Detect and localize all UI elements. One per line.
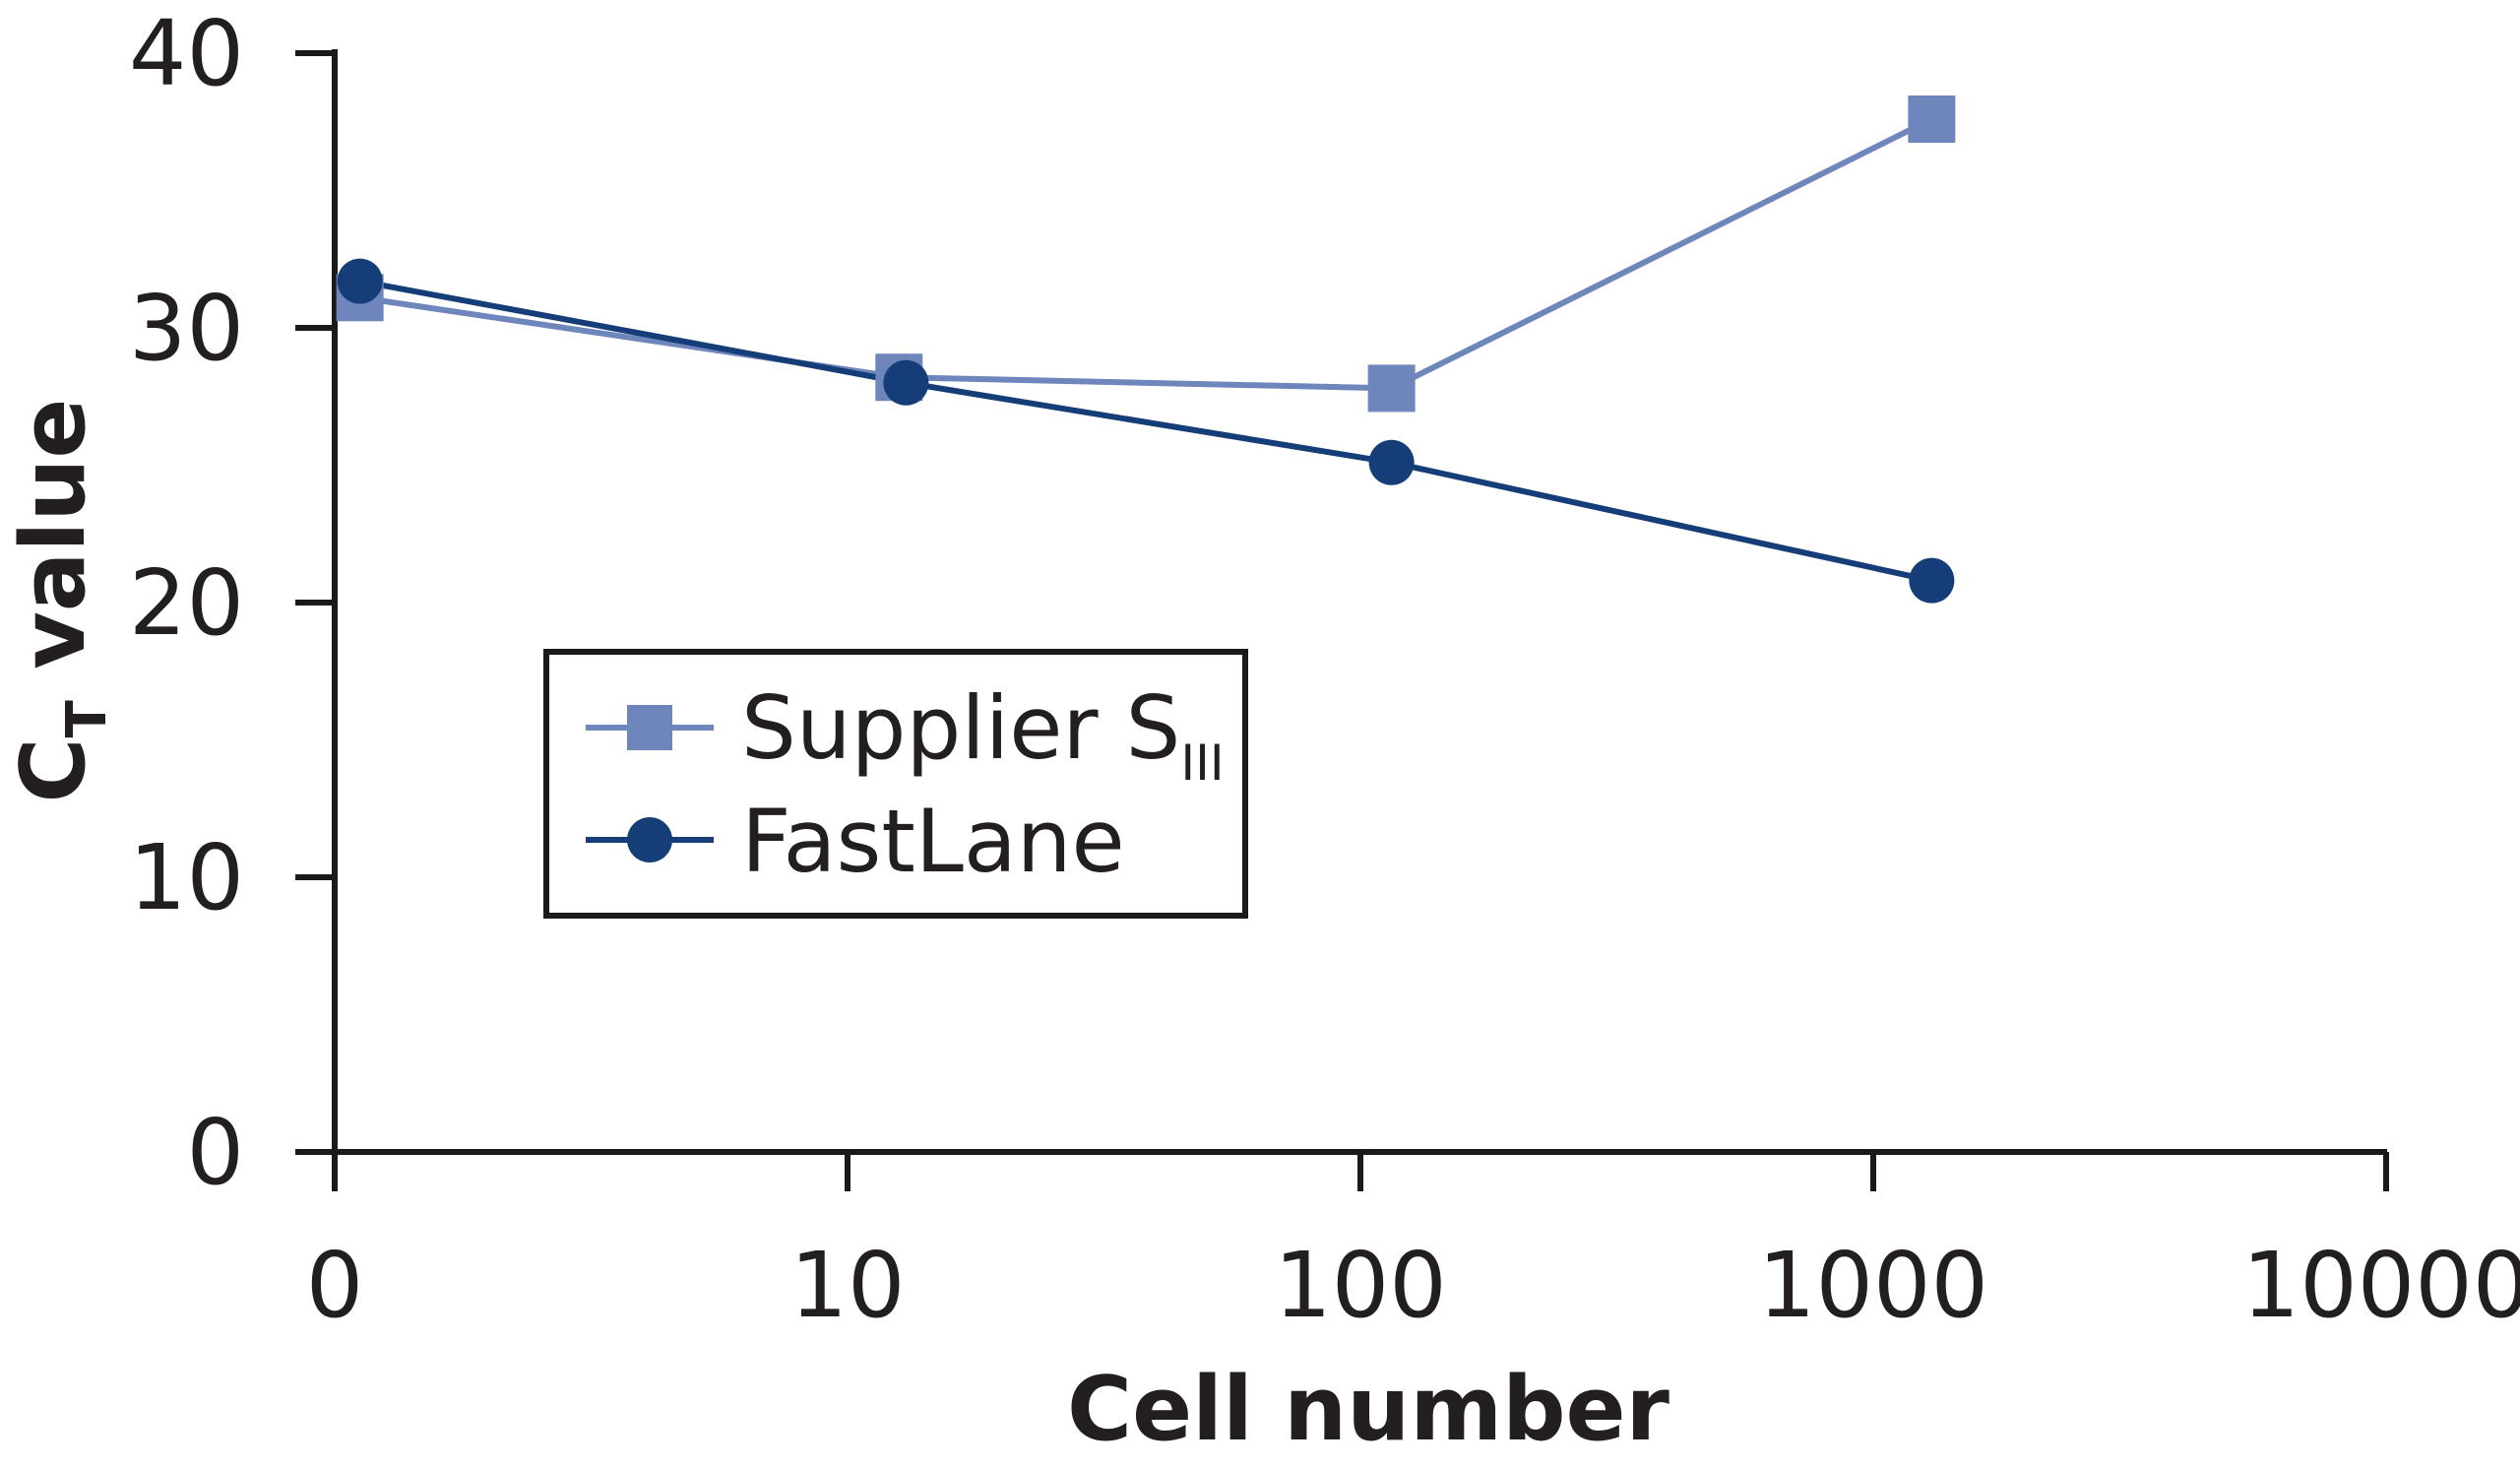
fastlane-data-point <box>1909 557 1955 604</box>
series-markers <box>336 95 1956 604</box>
legend: Supplier SIII FastLane <box>543 649 1248 919</box>
series-line-fastlane <box>359 278 1933 584</box>
y-axis-title-main: C <box>2 737 105 802</box>
series-lines <box>359 116 1933 584</box>
series-line-supplier <box>359 116 1933 392</box>
y-axis-title: CT value <box>2 399 119 803</box>
y-axis-title-text: CT value <box>2 399 119 803</box>
fastlane-data-point <box>1368 439 1415 485</box>
fastlane-data-point <box>337 258 383 304</box>
y-axis-title-sub: T <box>55 700 119 737</box>
legend-item-fastlane: FastLane <box>586 791 1125 892</box>
x-tick-label: 1000 <box>1758 1233 1988 1338</box>
legend-label-supplier-sub: III <box>1180 734 1224 792</box>
y-tick-label: 20 <box>129 550 244 656</box>
legend-square-marker-icon <box>627 705 672 750</box>
legend-label-supplier: Supplier SIII <box>741 677 1225 792</box>
legend-circle-marker-icon <box>627 817 672 862</box>
x-axis-title: Cell number <box>1067 1358 1670 1461</box>
y-tick-label: 0 <box>186 1100 244 1205</box>
y-axis-title-rest: value <box>2 399 105 701</box>
fastlane-data-point <box>883 359 929 406</box>
legend-label-fastlane: FastLane <box>741 791 1125 892</box>
supplier-data-point <box>1367 364 1416 413</box>
x-tick-label: 10000 <box>2242 1233 2520 1338</box>
x-tick-label: 0 <box>306 1233 364 1338</box>
y-tick-label: 30 <box>129 276 244 381</box>
y-tick-label: 40 <box>129 1 244 106</box>
legend-box <box>543 649 1248 919</box>
legend-item-supplier: Supplier SIII <box>586 677 1225 792</box>
y-tick-label: 10 <box>129 825 244 930</box>
supplier-data-point <box>1908 95 1956 143</box>
ticks: 0 10 20 30 40 0 10 100 1000 10000 <box>129 1 2520 1338</box>
axes <box>295 49 2387 1155</box>
legend-label-supplier-main: Supplier S <box>741 677 1180 779</box>
x-tick-label: 100 <box>1274 1233 1447 1338</box>
x-tick-label: 10 <box>789 1233 905 1338</box>
